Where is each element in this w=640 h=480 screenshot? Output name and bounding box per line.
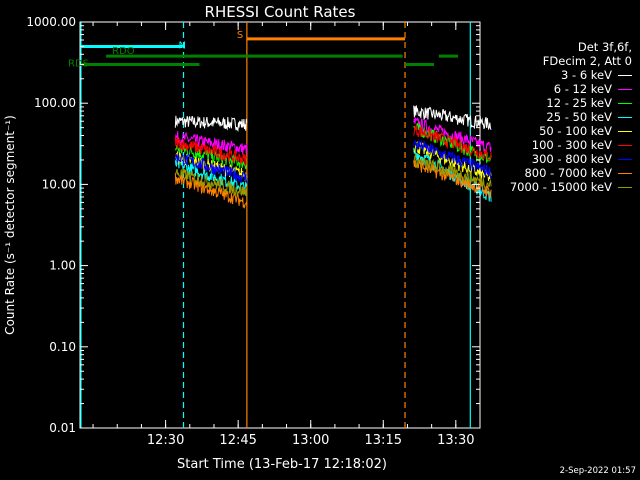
legend-swatch: [618, 172, 632, 174]
legend-swatch: [618, 116, 632, 118]
chart-title: RHESSI Count Rates: [205, 3, 356, 21]
legend-label: 6 - 12 keV: [553, 82, 612, 96]
legend-swatch: [618, 130, 632, 132]
series-line-6-seg2: [413, 139, 492, 179]
series-line-0-seg1: [174, 115, 248, 133]
legend-swatch: [618, 102, 632, 104]
legend-entry: 300 - 800 keV: [482, 152, 632, 166]
legend-label: 12 - 25 keV: [546, 96, 612, 110]
flag-label-rdo: RDO: [112, 46, 135, 57]
y-tick-label: 0.10: [49, 340, 76, 354]
y-tick-label: 100.00: [34, 96, 76, 110]
series-line-5-seg2: [413, 124, 492, 161]
series-line-0-seg2: [413, 105, 492, 131]
legend-swatch: [618, 158, 632, 160]
series-line-8-seg2: [413, 152, 492, 191]
x-axis: 12:30 12:45 13:00 13:15 13:30: [92, 22, 475, 448]
legend-label: 800 - 7000 keV: [524, 166, 612, 180]
series-line-1-seg1: [174, 131, 248, 155]
legend-label: 25 - 50 keV: [546, 110, 612, 124]
flag-label-n: N: [179, 40, 186, 51]
legend-label: 7000 - 15000 keV: [509, 180, 612, 194]
legend-entry: 50 - 100 keV: [482, 124, 632, 138]
series-line-6-seg1: [174, 152, 248, 184]
legend-entry: 25 - 50 keV: [482, 110, 632, 124]
flag-label-rds: RDS: [68, 58, 89, 69]
x-axis-label: Start Time (13-Feb-17 12:18:02): [177, 457, 387, 472]
legend-label: 3 - 6 keV: [561, 68, 612, 82]
flag-bars: N S RDO RDS: [68, 30, 458, 69]
legend: Det 3f,6f, FDecim 2, Att 0 3 - 6 keV 6 - …: [482, 40, 632, 194]
y-axis-label: Count Rate (s⁻¹ detector segment⁻¹): [3, 115, 17, 335]
legend-swatch: [618, 74, 632, 76]
x-tick-label: 12:30: [147, 433, 184, 448]
legend-entry: 6 - 12 keV: [482, 82, 632, 96]
x-tick-label: 13:00: [292, 433, 329, 448]
series-line-4-seg2: [413, 140, 492, 181]
legend-entries: 3 - 6 keV 6 - 12 keV 12 - 25 keV 25 - 50 ke…: [482, 68, 632, 194]
legend-entry: 3 - 6 keV: [482, 68, 632, 82]
series-line-8-seg1: [174, 168, 248, 199]
flag-label-s: S: [237, 30, 243, 41]
series-line-7-seg2: [413, 160, 492, 200]
y-tick-label: 1.00: [49, 259, 76, 273]
legend-swatch: [618, 144, 632, 146]
time-markers: [80, 22, 471, 428]
legend-header-2: FDecim 2, Att 0: [542, 54, 632, 68]
legend-entry: 100 - 300 keV: [482, 138, 632, 152]
legend-swatch: [618, 186, 632, 188]
y-tick-label: 1000.00: [26, 15, 76, 29]
x-tick-label: 12:45: [219, 433, 256, 448]
legend-label: 100 - 300 keV: [531, 138, 612, 152]
legend-header-1: Det 3f,6f,: [577, 40, 632, 54]
y-tick-label: 10.00: [42, 177, 76, 191]
date-stamp: 2-Sep-2022 01:57: [559, 466, 636, 476]
plot-frame: [79, 21, 481, 429]
legend-entry: 800 - 7000 keV: [482, 166, 632, 180]
series-line-5-seg1: [174, 137, 248, 166]
legend-swatch: [618, 88, 632, 90]
y-tick-label: 0.01: [49, 421, 76, 435]
legend-entry: 7000 - 15000 keV: [482, 180, 632, 194]
legend-entry: 12 - 25 keV: [482, 96, 632, 110]
legend-label: 300 - 800 keV: [531, 152, 612, 166]
series-group: [174, 105, 492, 209]
x-tick-label: 13:30: [437, 433, 474, 448]
y-axis: 0.01 0.10 1.00 10.00 100.00 1000.00: [26, 15, 480, 435]
x-tick-label: 13:15: [365, 433, 402, 448]
legend-label: 50 - 100 keV: [539, 124, 612, 138]
